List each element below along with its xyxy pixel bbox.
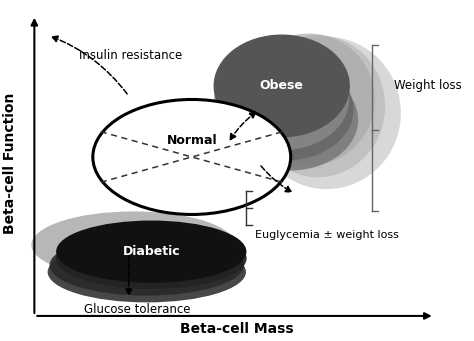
- Ellipse shape: [93, 100, 291, 214]
- Ellipse shape: [250, 35, 385, 177]
- Text: Obese: Obese: [260, 79, 304, 92]
- Ellipse shape: [219, 59, 354, 160]
- Ellipse shape: [223, 69, 358, 170]
- Ellipse shape: [56, 228, 246, 289]
- Text: Insulin resistance: Insulin resistance: [79, 49, 182, 62]
- Ellipse shape: [49, 235, 244, 296]
- Ellipse shape: [253, 37, 401, 189]
- Ellipse shape: [57, 221, 246, 282]
- Ellipse shape: [31, 211, 235, 278]
- Text: Glucose tolerance: Glucose tolerance: [84, 303, 191, 316]
- Text: Diabetic: Diabetic: [122, 245, 180, 258]
- Ellipse shape: [214, 35, 349, 137]
- Text: Beta-cell Mass: Beta-cell Mass: [180, 322, 293, 336]
- Ellipse shape: [243, 33, 375, 165]
- Text: Weight loss: Weight loss: [394, 79, 462, 92]
- Ellipse shape: [214, 49, 349, 150]
- Text: Beta-cell Function: Beta-cell Function: [3, 93, 17, 234]
- Text: Normal: Normal: [166, 134, 217, 147]
- Text: Euglycemia ± weight loss: Euglycemia ± weight loss: [255, 230, 399, 240]
- Ellipse shape: [47, 241, 246, 302]
